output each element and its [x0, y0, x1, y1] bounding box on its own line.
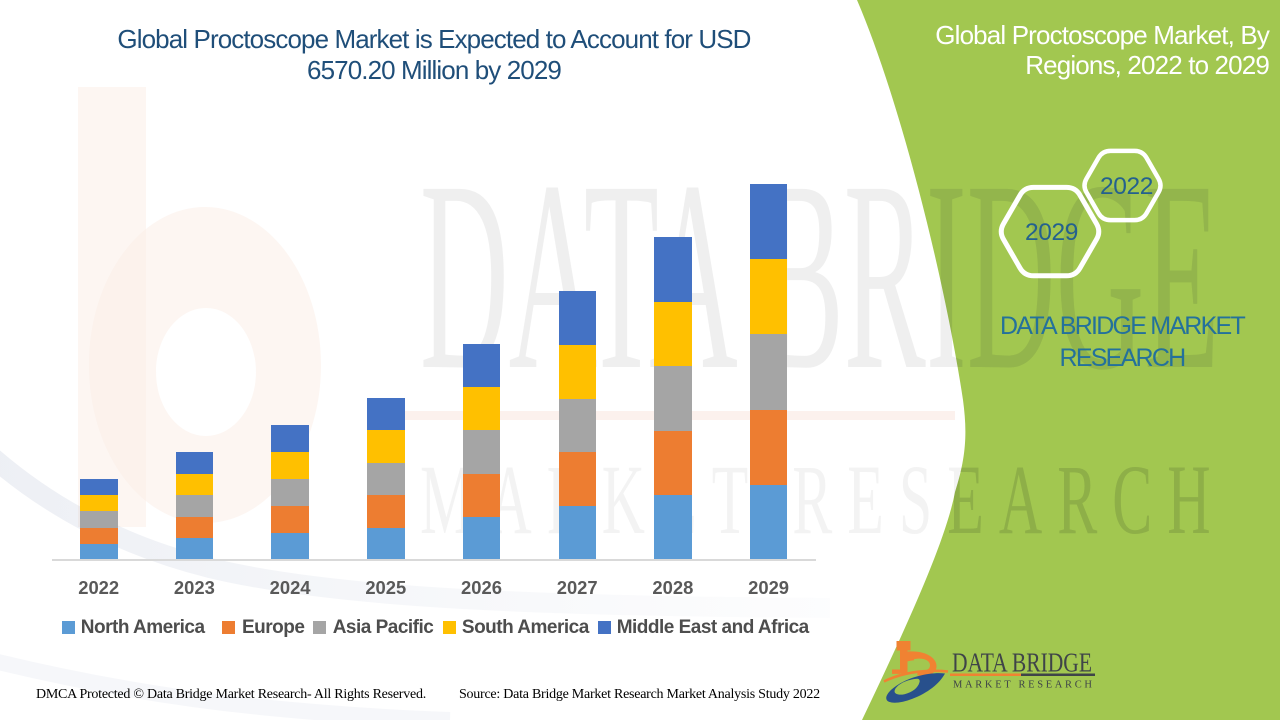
svg-text:MARKET RESEARCH: MARKET RESEARCH: [953, 680, 1092, 691]
svg-text:MARKET RESEARCH: MARKET RESEARCH: [420, 444, 1226, 554]
svg-text:DATA BRIDGE: DATA BRIDGE: [952, 648, 1092, 678]
